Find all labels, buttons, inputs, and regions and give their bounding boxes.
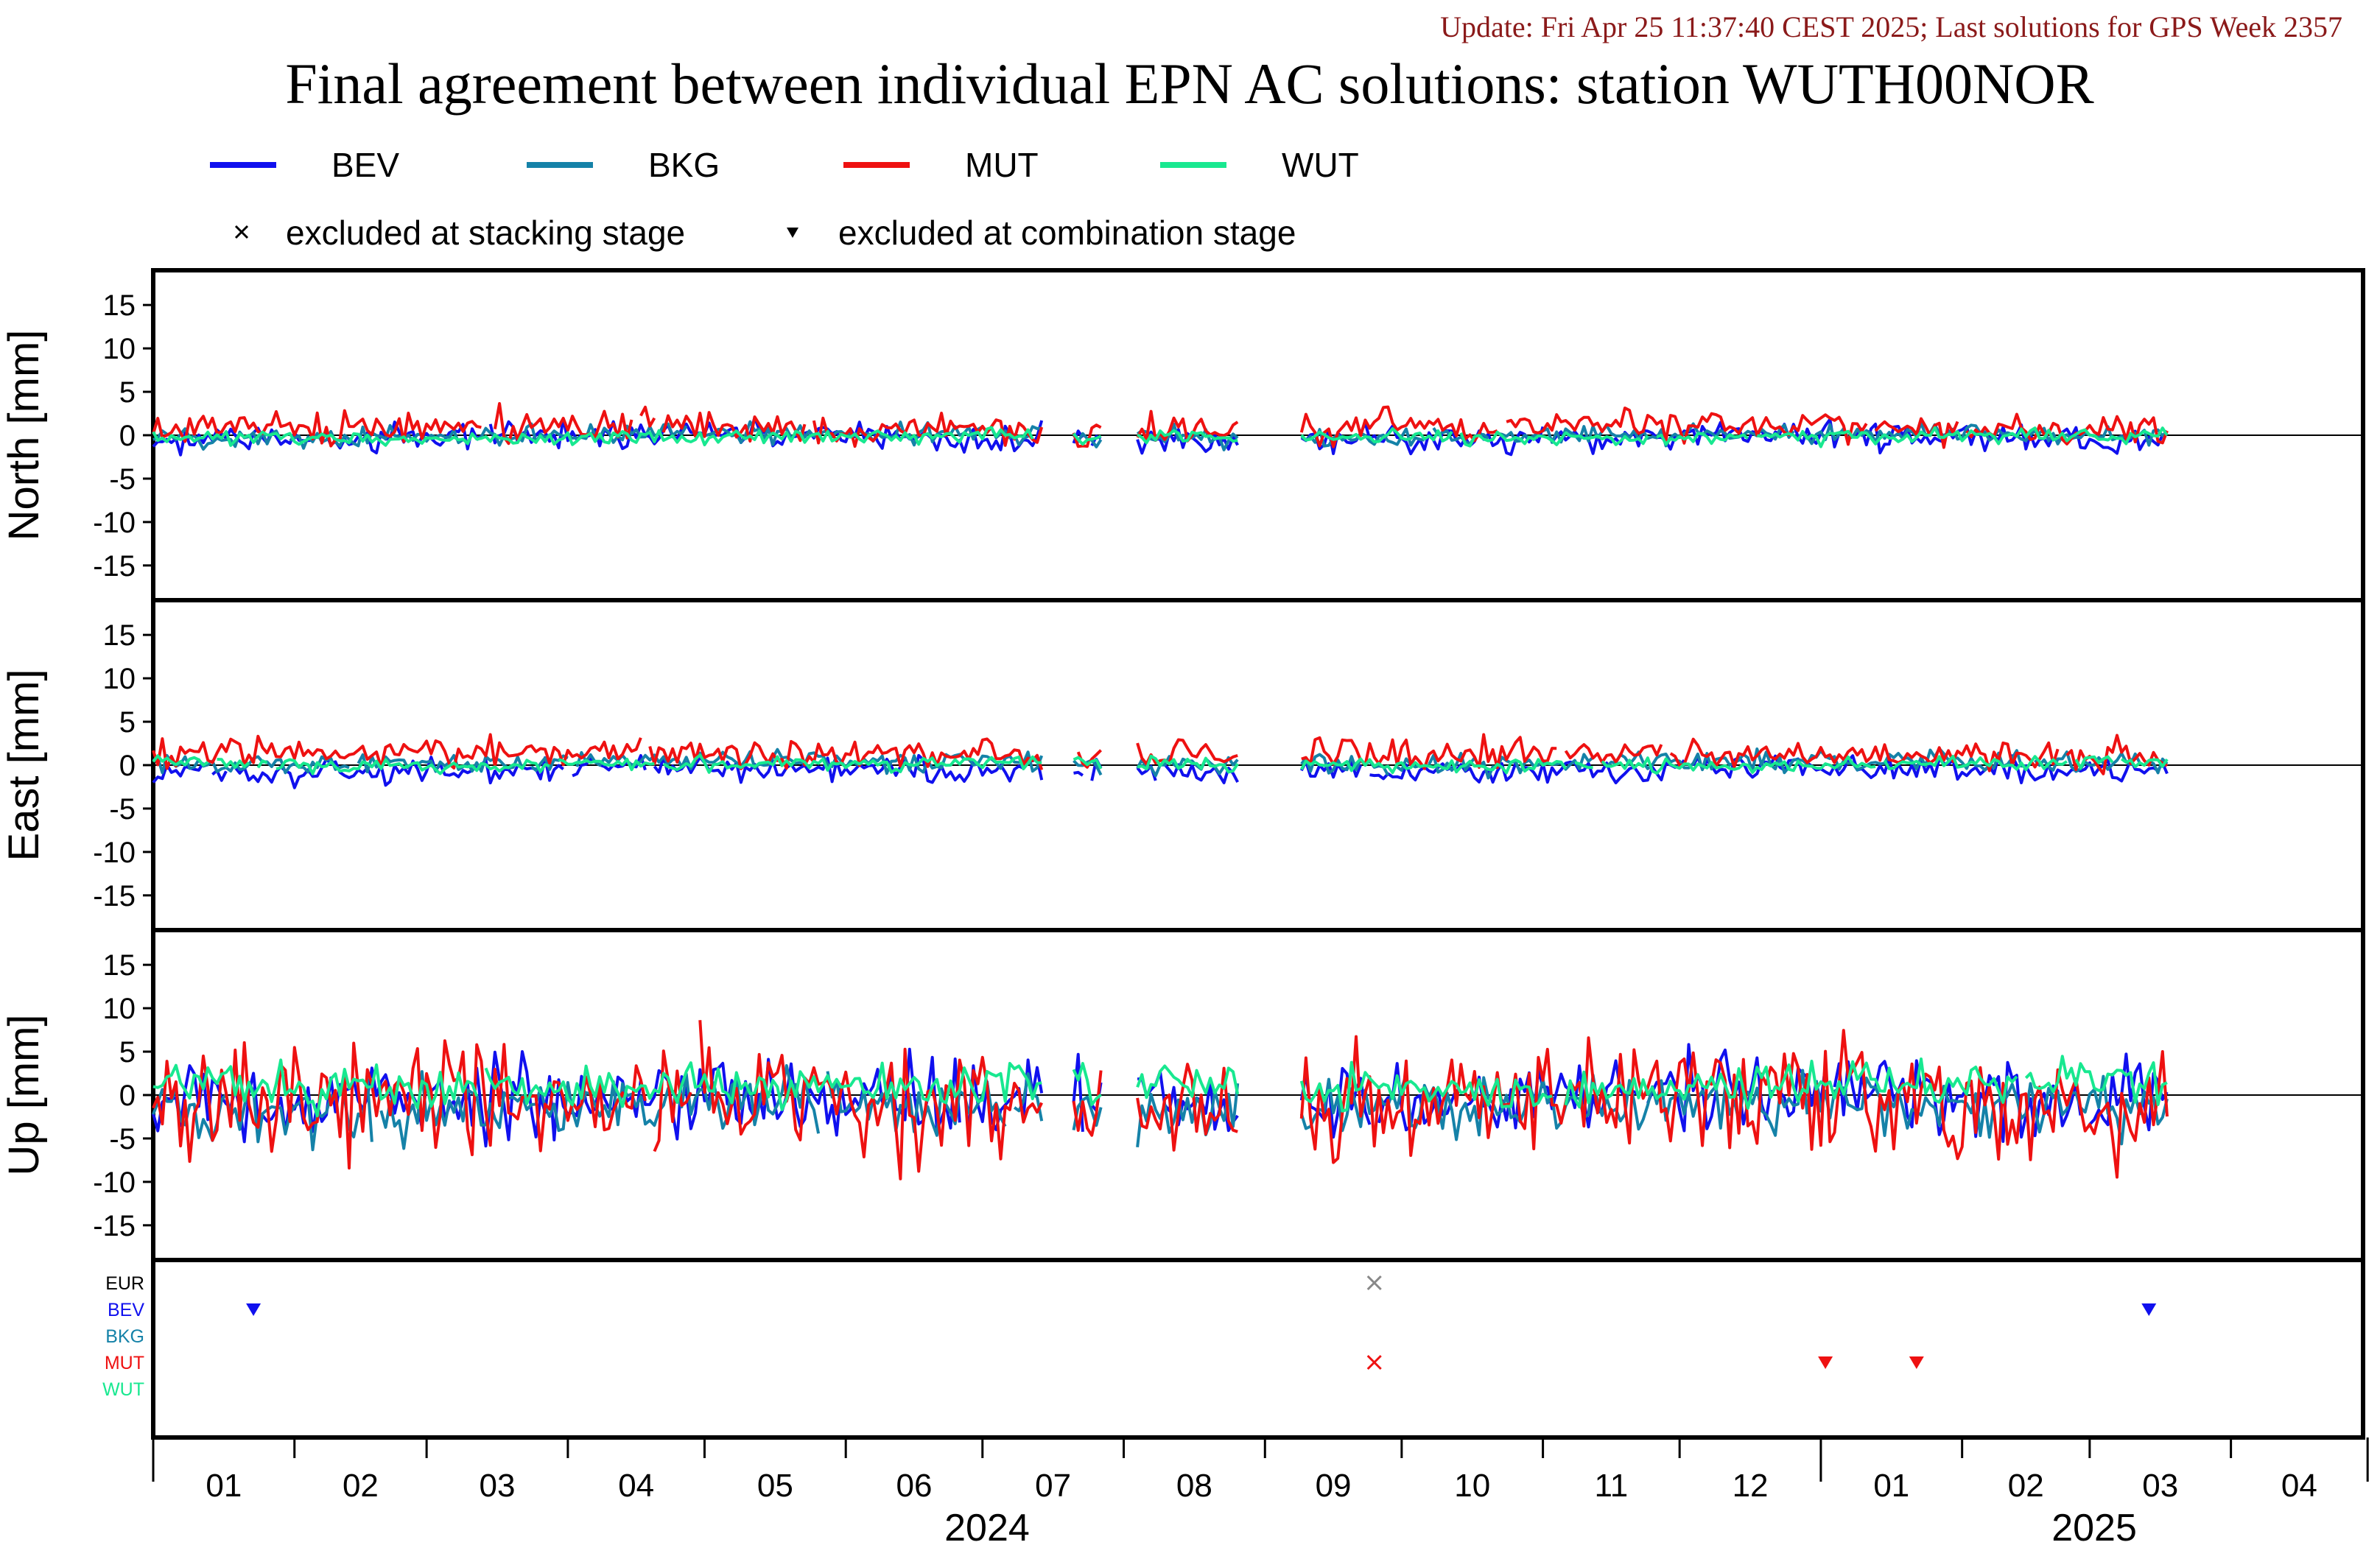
- legend-label-bkg: BKG: [648, 146, 720, 184]
- ylabel-east: East [mm]: [0, 669, 48, 861]
- exclusion-frame: [151, 1258, 2365, 1440]
- exclusion-triangle-marker: [1909, 1356, 1924, 1369]
- ytick-label: -10: [93, 507, 136, 539]
- update-text: Update: Fri Apr 25 11:37:40 CEST 2025; L…: [1440, 10, 2342, 43]
- ytick-label: 5: [119, 1036, 136, 1069]
- exclusion-panel: EUR BEV BKG MUT WUT: [102, 1258, 2365, 1440]
- legend-label-bev: BEV: [331, 146, 399, 184]
- x-tick-label: 07: [1035, 1468, 1071, 1504]
- legend-cross-b: [234, 225, 249, 239]
- ytick-label: 10: [103, 663, 136, 695]
- x-tick-label: 04: [618, 1468, 654, 1504]
- ytick-label: -5: [109, 793, 136, 826]
- ytick-label: 0: [119, 750, 136, 782]
- x-tick-label: 03: [2142, 1468, 2178, 1504]
- legend: BEV BKG MUT WUT excluded at stacking stage ex…: [210, 146, 1359, 252]
- x-tick-label: 01: [1873, 1468, 1909, 1504]
- ytick-label: 10: [103, 993, 136, 1025]
- ytick-label: 15: [103, 949, 136, 982]
- ytick-label: -15: [93, 550, 136, 583]
- x-tick-label: 09: [1316, 1468, 1352, 1504]
- ytick-label: -5: [109, 463, 136, 496]
- exclusion-row-label-bkg: BKG: [105, 1326, 144, 1347]
- x-tick-label: 10: [1454, 1468, 1490, 1504]
- series-line-bkg-up: [152, 1064, 2169, 1152]
- x-tick-label: 11: [1595, 1468, 1629, 1504]
- ytick-label: 10: [103, 333, 136, 365]
- panel-up: 15 10 5 0 -5 -10 -15 Up [mm]: [0, 928, 2365, 1262]
- ytick-label: -15: [93, 1210, 136, 1242]
- year-label-2024: 2024: [944, 1507, 1030, 1545]
- series-line-wut-east: [152, 753, 2169, 775]
- exclusion-triangle-marker: [2141, 1303, 2157, 1316]
- legend-label-mut: MUT: [965, 146, 1039, 184]
- x-axis: 01 02 03 04 05 06 07 08 09 10 11 12 01 02 03 04 2024 2025: [152, 1436, 2369, 1545]
- x-tick-label: 06: [896, 1468, 933, 1504]
- ylabel-up: Up [mm]: [0, 1014, 48, 1175]
- ytick-label: -10: [93, 837, 136, 869]
- legend-label-wut: WUT: [1282, 146, 1359, 184]
- exclusion-cross-marker: [1366, 1354, 1382, 1370]
- panel-north: 15 10 5 0 -5 -10 -15 North [mm]: [0, 268, 2365, 602]
- exclusion-triangle-marker: [246, 1303, 261, 1316]
- ytick-label: -15: [93, 880, 136, 912]
- exclusion-cross-marker: [1366, 1275, 1382, 1291]
- year-label-2025: 2025: [2051, 1507, 2137, 1545]
- x-tick-label: 01: [206, 1468, 242, 1504]
- ytick-label: 5: [119, 376, 136, 409]
- x-tick-label: 12: [1733, 1468, 1769, 1504]
- ytick-label: -5: [109, 1123, 136, 1155]
- ytick-label: -10: [93, 1166, 136, 1199]
- ytick-label: 15: [103, 289, 136, 322]
- x-tick-label: 04: [2281, 1468, 2317, 1504]
- exclusion-row-label-mut: MUT: [105, 1353, 144, 1373]
- panel-east: 15 10 5 0 -5 -10 -15 East [mm]: [0, 598, 2365, 932]
- ytick-label: 15: [103, 619, 136, 652]
- exclusion-triangle-marker: [1818, 1356, 1833, 1369]
- series-line-wut-up: [152, 1055, 2168, 1118]
- ytick-label: 0: [119, 420, 136, 452]
- ytick-label: 0: [119, 1080, 136, 1112]
- legend-stacking-label: excluded at stacking stage: [286, 214, 685, 252]
- chart-title: Final agreement between individual EPN A…: [285, 52, 2093, 116]
- x-tick-label: 08: [1176, 1468, 1212, 1504]
- panels: 15 10 5 0 -5 -10 -15 North [mm] 15 10 5 0 -5 -10 -15 Ea…: [0, 268, 2365, 1262]
- series-line-wut-north: [152, 426, 2169, 448]
- exclusion-row-label-wut: WUT: [102, 1379, 144, 1400]
- x-tick-label: 03: [480, 1468, 516, 1504]
- legend-combination-label: excluded at combination stage: [838, 214, 1296, 252]
- x-tick-label: 05: [757, 1468, 793, 1504]
- ytick-label: 5: [119, 706, 136, 739]
- ylabel-north: North [mm]: [0, 330, 48, 541]
- x-tick-label: 02: [2008, 1468, 2044, 1504]
- exclusion-row-label-eur: EUR: [105, 1273, 144, 1294]
- legend-triangle-icon: [787, 228, 798, 238]
- exclusion-row-label-bev: BEV: [108, 1300, 144, 1320]
- x-tick-label: 02: [343, 1468, 379, 1504]
